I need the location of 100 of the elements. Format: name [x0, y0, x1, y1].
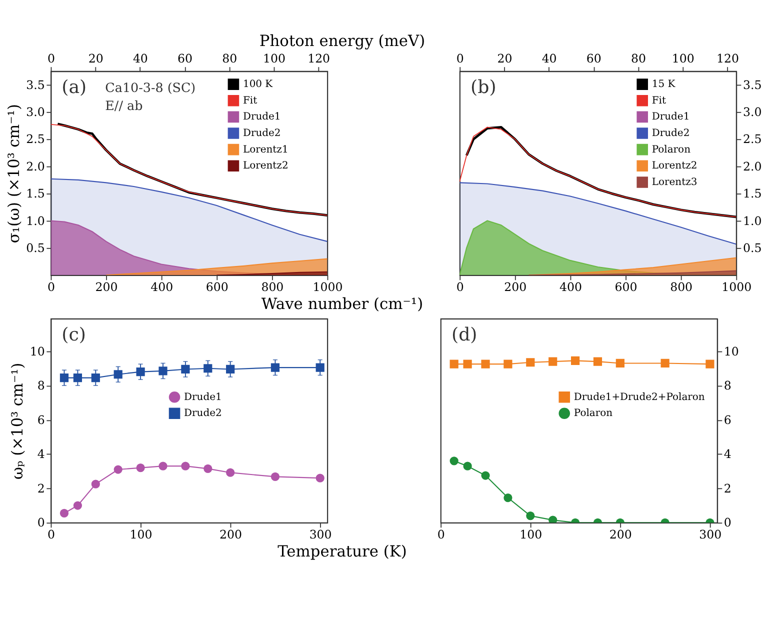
- x2-tick-label: 120: [308, 52, 330, 66]
- x2-tick-label: 40: [132, 52, 148, 66]
- annotation: Ca10-3-8 (SC): [105, 80, 196, 96]
- x-tick-label: 600: [614, 280, 638, 294]
- y-tick-label: 2.0: [26, 159, 45, 174]
- point: [504, 360, 512, 368]
- y-tick-label: 3.5: [742, 78, 762, 92]
- y-tick-label: 0: [724, 516, 732, 530]
- annotation: (d): [451, 324, 478, 346]
- legend-label: Drude2: [242, 128, 281, 139]
- point: [526, 358, 535, 367]
- legend-label: Lorentz3: [652, 176, 698, 188]
- x2-tick-label: 20: [88, 52, 104, 66]
- x-tick-label: 400: [559, 280, 582, 294]
- y-tick-label: 3.0: [26, 105, 45, 120]
- y-tick-label: 2.0: [742, 159, 762, 174]
- x-tick-label: 0: [437, 528, 445, 542]
- legend-label: Drude1: [184, 392, 222, 403]
- y-tick-label: 4: [724, 447, 732, 462]
- y-tick-label: 2: [724, 481, 732, 496]
- x-tick-label: 0: [47, 280, 55, 294]
- point: [204, 464, 212, 473]
- x2-tick-label: 0: [456, 52, 464, 66]
- legend-label: Drude1+Drude2+Polaron: [574, 392, 706, 403]
- point: [270, 363, 280, 372]
- point: [481, 471, 490, 480]
- point: [181, 462, 190, 470]
- x-tick-label: 100: [520, 528, 542, 542]
- x-tick-label: 0: [456, 280, 464, 294]
- point: [481, 360, 490, 368]
- x2-tick-label: 60: [586, 52, 602, 66]
- x-tick-label: 1000: [312, 280, 343, 294]
- point: [660, 358, 670, 368]
- annotation: (b): [470, 76, 496, 98]
- y-tick-label: 1.0: [742, 214, 762, 228]
- point: [450, 456, 458, 466]
- annotation: E// ab: [105, 98, 143, 114]
- x-tick-label: 200: [220, 528, 242, 542]
- legend-label: Polaron: [652, 144, 692, 156]
- y-tick-label: 1.5: [26, 186, 45, 201]
- annotation: (c): [62, 324, 86, 346]
- x2-tick-label: 100: [672, 52, 694, 66]
- x2-tick-label: 60: [178, 52, 193, 66]
- y-tick-label: 3.0: [742, 105, 762, 120]
- x-tick-label: 600: [206, 280, 228, 294]
- x-axis-title: Temperature (K): [278, 542, 407, 561]
- x-tick-label: 1000: [722, 280, 752, 294]
- x2-tick-label: 20: [497, 52, 512, 66]
- point: [463, 462, 472, 470]
- x-tick-label: 200: [609, 528, 632, 542]
- y-tick-label: 1.0: [26, 214, 45, 228]
- point: [463, 360, 472, 368]
- point: [270, 472, 280, 482]
- x2-tick-label: 0: [47, 52, 55, 66]
- point: [450, 360, 458, 368]
- x2-tick-label: 80: [222, 52, 238, 66]
- x2-tick-label: 40: [542, 52, 557, 66]
- x-axis-title: Wave number (cm⁻¹): [261, 295, 424, 314]
- y-tick-label: 0: [37, 516, 45, 530]
- y-tick-label: 0.5: [26, 241, 45, 256]
- legend-label: Lorentz2: [652, 160, 698, 172]
- y-tick-label: 2: [37, 481, 45, 496]
- y-tick-label: 6: [37, 412, 45, 427]
- x-tick-label: 200: [95, 280, 118, 294]
- legend-label: Drude1: [652, 112, 690, 123]
- y-tick-label: 6: [724, 412, 732, 427]
- y-tick-label: 3.5: [26, 78, 45, 92]
- point: [60, 374, 69, 382]
- x2-tick-label: 120: [716, 52, 739, 66]
- x-tick-label: 300: [699, 528, 722, 542]
- point: [136, 464, 145, 472]
- y-tick-label: 8: [724, 378, 732, 393]
- x-tick-label: 0: [47, 528, 55, 542]
- legend-label: Fit: [652, 95, 666, 106]
- point: [91, 480, 100, 488]
- y-tick-label: 0.5: [742, 241, 762, 256]
- y-tick-label: 10: [724, 344, 739, 358]
- y-axis-title: σ₁(ω) (×10³ cm⁻¹): [4, 104, 23, 244]
- legend-label: Polaron: [574, 408, 614, 420]
- point: [226, 468, 235, 477]
- annotation: (a): [62, 76, 87, 98]
- x-tick-label: 800: [261, 280, 284, 294]
- point: [316, 363, 324, 372]
- point: [158, 366, 168, 376]
- y-tick-label: 8: [37, 378, 45, 393]
- legend-label: 100 K: [242, 79, 274, 90]
- y-tick-label: 2.5: [26, 132, 45, 146]
- x2-tick-label: 80: [631, 52, 646, 66]
- y-tick-label: 2.5: [742, 132, 762, 146]
- legend-label: Drude2: [184, 408, 222, 420]
- legend-label: 15 K: [652, 79, 676, 90]
- point: [593, 357, 602, 366]
- x-tick-label: 400: [150, 280, 174, 294]
- x-tick-label: 100: [130, 528, 152, 542]
- point: [73, 501, 82, 510]
- legend-label: Drude2: [652, 128, 690, 139]
- legend-label: Lorentz2: [242, 160, 288, 172]
- point: [706, 360, 714, 368]
- point: [548, 357, 558, 366]
- x-tick-label: 300: [309, 528, 332, 542]
